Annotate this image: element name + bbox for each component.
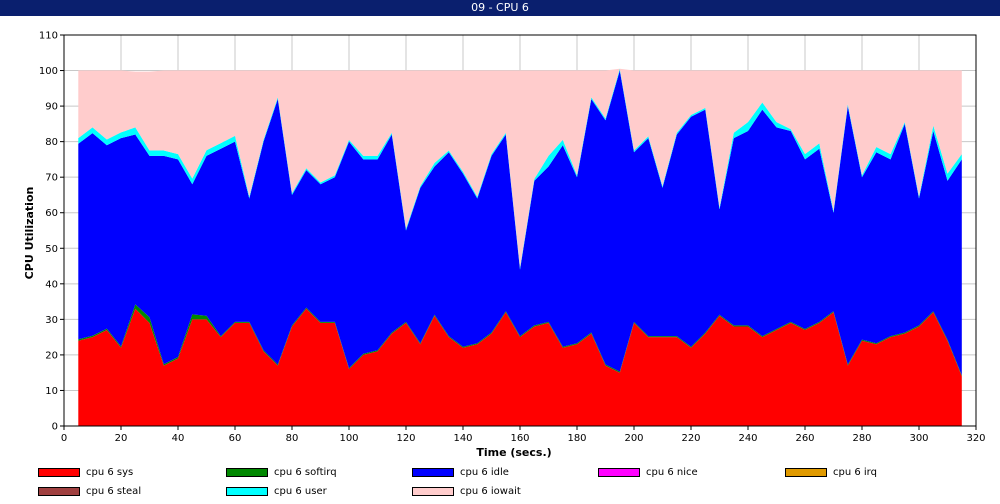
y-tick-label: 110 <box>39 31 58 42</box>
window-title: 09 - CPU 6 <box>0 0 1000 16</box>
y-tick-label: 30 <box>45 315 58 326</box>
legend-label: cpu 6 user <box>274 485 327 497</box>
legend-item-cpu-6-iowait: cpu 6 iowait <box>412 485 521 497</box>
legend-label: cpu 6 steal <box>86 485 142 497</box>
x-tick-label: 60 <box>229 433 242 444</box>
x-tick-label: 200 <box>624 433 643 444</box>
legend-item-cpu-6-idle: cpu 6 idle <box>412 466 509 478</box>
axes: 0 20 40 60 80 100 120 140 160 180 200 220 240 260 280 3… <box>39 31 986 445</box>
y-tick-label: 40 <box>45 279 58 290</box>
x-tick-label: 0 <box>61 433 67 444</box>
legend-label: cpu 6 sys <box>86 466 134 478</box>
legend-item-cpu-6-steal: cpu 6 steal <box>38 485 141 497</box>
legend-swatch <box>38 486 80 496</box>
y-tick-label: 20 <box>45 350 58 361</box>
x-tick-label: 20 <box>115 433 128 444</box>
x-tick-label: 280 <box>852 433 871 444</box>
y-tick-label: 70 <box>45 173 58 184</box>
legend-swatch <box>226 486 268 496</box>
y-axis-label: CPU Utilization <box>23 187 36 280</box>
y-tick-label: 0 <box>52 422 58 433</box>
x-tick-label: 240 <box>738 433 757 444</box>
legend-swatch <box>38 467 80 477</box>
legend-label: cpu 6 softirq <box>274 466 337 478</box>
x-tick-label: 180 <box>567 433 586 444</box>
plot-border <box>63 34 977 427</box>
legend-item-cpu-6-irq: cpu 6 irq <box>785 466 877 478</box>
x-tick-label: 140 <box>453 433 472 444</box>
x-tick-label: 160 <box>510 433 529 444</box>
x-axis-label: Time (secs.) <box>476 446 551 459</box>
y-tick-label: 10 <box>45 386 58 397</box>
stacked-areas <box>78 68 962 426</box>
x-tick-label: 40 <box>172 433 185 444</box>
legend-swatch <box>598 467 640 477</box>
legend-label: cpu 6 nice <box>646 466 698 478</box>
x-tick-label: 320 <box>966 433 985 444</box>
x-tick-label: 120 <box>396 433 415 444</box>
y-tick-label: 90 <box>45 102 58 113</box>
legend-swatch <box>226 467 268 477</box>
x-tick-label: 80 <box>286 433 299 444</box>
legend-swatch <box>412 486 454 496</box>
chart-legend: cpu 6 sys cpu 6 softirq cpu 6 idle cpu 6 ni… <box>0 463 1000 504</box>
legend-swatch <box>412 467 454 477</box>
legend-item-cpu-6-softirq: cpu 6 softirq <box>226 466 337 478</box>
area-cpu-6-iowait <box>78 68 962 268</box>
y-tick-label: 50 <box>45 244 58 255</box>
legend-item-cpu-6-nice: cpu 6 nice <box>598 466 698 478</box>
legend-item-cpu-6-user: cpu 6 user <box>226 485 327 497</box>
legend-label: cpu 6 iowait <box>460 485 521 497</box>
legend-label: cpu 6 irq <box>833 466 877 478</box>
cpu-utilization-chart: 0 20 40 60 80 100 120 140 160 180 200 220 240 260 280 3… <box>23 31 986 460</box>
x-tick-label: 260 <box>795 433 814 444</box>
area-cpu-6-sys <box>78 308 962 426</box>
x-tick-label: 100 <box>339 433 358 444</box>
y-tick-label: 80 <box>45 137 58 148</box>
x-tick-label: 300 <box>909 433 928 444</box>
y-tick-label: 60 <box>45 208 58 219</box>
y-tick-label: 100 <box>39 66 58 77</box>
x-tick-label: 220 <box>681 433 700 444</box>
legend-swatch <box>785 467 827 477</box>
area-cpu-6-idle <box>78 70 962 376</box>
legend-label: cpu 6 idle <box>460 466 509 478</box>
legend-item-cpu-6-sys: cpu 6 sys <box>38 466 133 478</box>
